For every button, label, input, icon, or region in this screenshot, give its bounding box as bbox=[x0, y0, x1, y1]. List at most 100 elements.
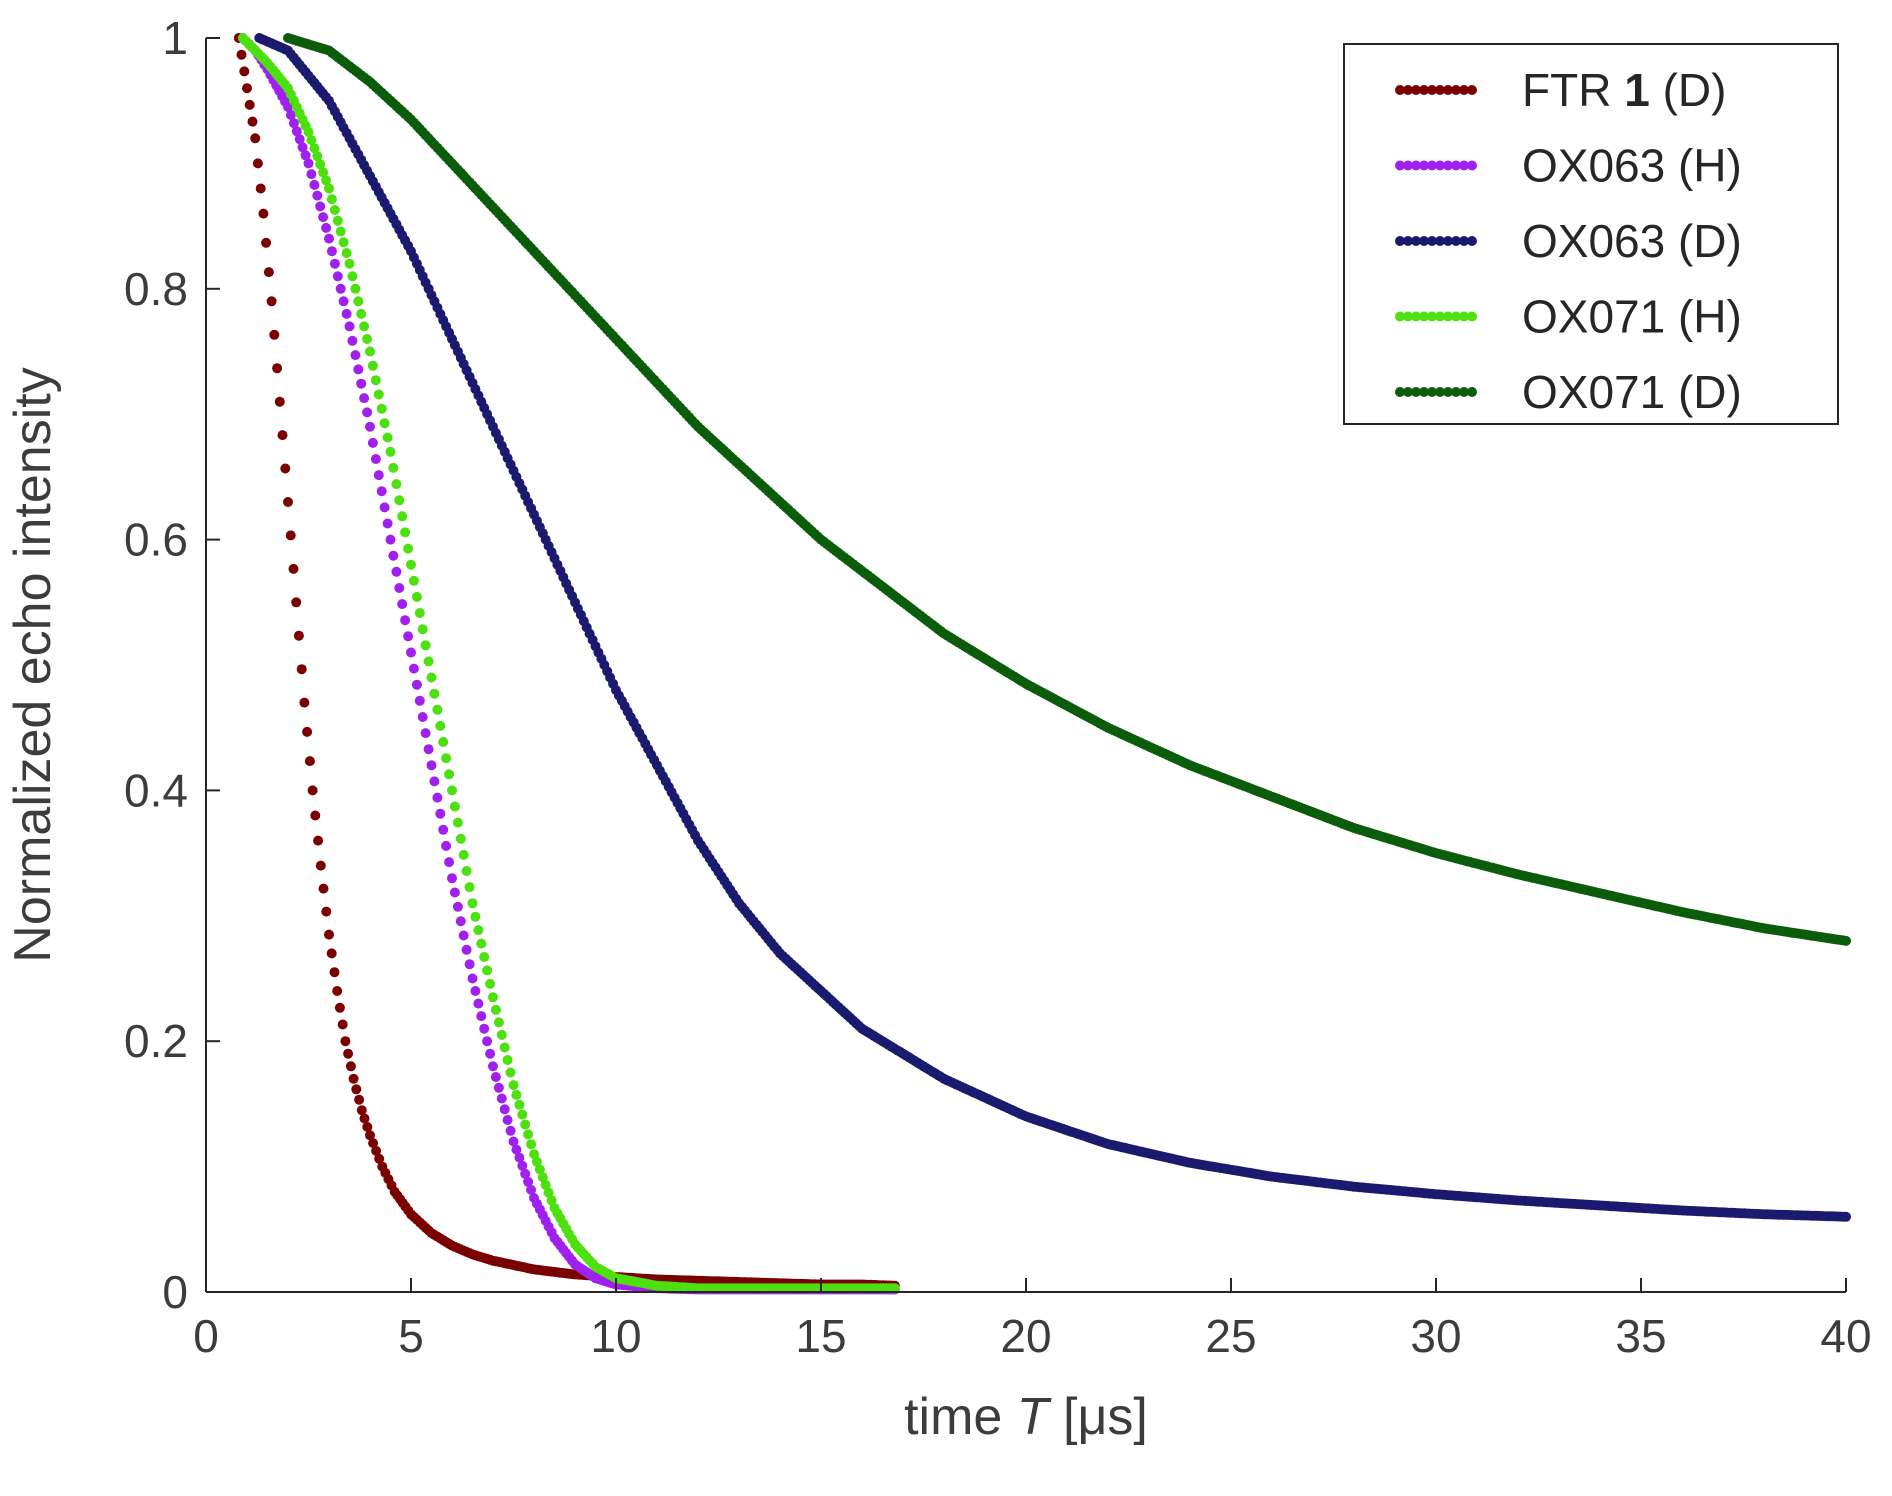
x-tick-label: 35 bbox=[1615, 1310, 1666, 1362]
data-point bbox=[288, 563, 299, 574]
data-point bbox=[341, 248, 352, 258]
data-point bbox=[470, 986, 481, 996]
legend-swatch bbox=[1395, 387, 1477, 397]
legend-swatch-dot bbox=[1403, 160, 1413, 171]
data-point bbox=[291, 597, 302, 608]
legend-swatch-dot bbox=[1467, 236, 1477, 246]
data-point bbox=[335, 283, 346, 294]
data-point bbox=[350, 350, 361, 361]
data-point bbox=[297, 142, 308, 153]
data-point bbox=[236, 49, 247, 60]
data-point bbox=[326, 194, 337, 205]
x-tick-label: 5 bbox=[398, 1310, 424, 1362]
legend: FTR 1 (D) OX063 (H) OX063 (D) OX071 (H) OX07… bbox=[1343, 43, 1839, 425]
legend-label: OX063 (H) bbox=[1522, 140, 1742, 192]
data-point bbox=[269, 329, 280, 340]
x-tick-label: 10 bbox=[590, 1310, 641, 1362]
legend-swatch-dot bbox=[1411, 236, 1421, 246]
data-point bbox=[288, 118, 299, 129]
data-point bbox=[482, 965, 493, 976]
data-point bbox=[332, 271, 343, 282]
data-point bbox=[496, 1093, 507, 1104]
data-point bbox=[391, 566, 402, 577]
data-point bbox=[315, 860, 326, 871]
data-point bbox=[280, 463, 291, 474]
data-point bbox=[294, 134, 305, 145]
data-point bbox=[388, 550, 399, 561]
legend-swatch-dot bbox=[1451, 236, 1461, 246]
data-point bbox=[385, 534, 396, 545]
data-point bbox=[394, 495, 405, 506]
data-point bbox=[508, 1080, 519, 1091]
data-point bbox=[447, 873, 457, 884]
y-tick-label: 0.8 bbox=[124, 263, 188, 315]
data-point bbox=[394, 583, 405, 593]
data-point bbox=[306, 135, 317, 146]
data-point bbox=[432, 704, 443, 715]
data-point bbox=[370, 375, 381, 386]
data-point bbox=[391, 479, 402, 490]
data-point bbox=[537, 1172, 548, 1183]
data-point bbox=[359, 1113, 370, 1124]
x-tick-label: 20 bbox=[1000, 1310, 1051, 1362]
legend-swatch-dot bbox=[1467, 85, 1477, 95]
data-point bbox=[373, 470, 384, 481]
data-point bbox=[382, 518, 393, 529]
data-point bbox=[517, 1160, 528, 1171]
data-point bbox=[274, 396, 285, 407]
data-point bbox=[444, 857, 455, 868]
data-point bbox=[490, 1004, 501, 1015]
data-point bbox=[332, 986, 343, 996]
legend-swatch bbox=[1395, 311, 1477, 322]
legend-swatch-dot bbox=[1443, 160, 1453, 171]
data-point bbox=[508, 1136, 519, 1147]
legend-swatch-dot bbox=[1395, 387, 1405, 397]
data-point bbox=[309, 143, 320, 154]
x-tick-label: 25 bbox=[1205, 1310, 1256, 1362]
legend-swatch-dot bbox=[1427, 160, 1437, 171]
data-point bbox=[376, 486, 387, 497]
data-point bbox=[329, 258, 340, 269]
data-point bbox=[458, 930, 469, 941]
data-point bbox=[485, 1048, 496, 1059]
data-point bbox=[485, 978, 496, 989]
legend-swatch-dot bbox=[1435, 160, 1445, 171]
legend-swatch-dot bbox=[1451, 160, 1461, 171]
data-point bbox=[285, 530, 296, 541]
data-point bbox=[505, 1125, 516, 1136]
data-point bbox=[520, 1119, 531, 1130]
data-point bbox=[406, 559, 416, 570]
data-point bbox=[379, 502, 390, 513]
data-point bbox=[300, 150, 311, 161]
legend-swatch-dot bbox=[1443, 236, 1453, 246]
data-point bbox=[244, 99, 255, 110]
data-point bbox=[293, 630, 304, 641]
data-point bbox=[403, 543, 414, 554]
data-point bbox=[397, 511, 408, 522]
legend-swatch-dot bbox=[1395, 160, 1405, 171]
data-point bbox=[441, 753, 452, 764]
x-axis-title-symbol: T bbox=[1017, 1388, 1052, 1446]
legend-swatch-dot bbox=[1467, 160, 1477, 171]
data-point bbox=[511, 1144, 522, 1155]
data-point bbox=[417, 624, 428, 635]
legend-swatch-dot bbox=[1427, 85, 1437, 95]
data-point bbox=[464, 959, 475, 970]
data-point bbox=[526, 1184, 537, 1195]
data-point bbox=[309, 179, 320, 190]
legend-swatch-dot bbox=[1411, 311, 1421, 322]
data-point bbox=[255, 183, 266, 194]
data-point bbox=[307, 785, 318, 796]
data-point bbox=[420, 640, 431, 651]
data-point bbox=[449, 801, 460, 812]
data-point bbox=[324, 183, 334, 194]
legend-swatch-dot bbox=[1427, 311, 1437, 322]
data-point bbox=[321, 222, 332, 233]
data-point bbox=[382, 432, 393, 443]
data-point bbox=[356, 1105, 367, 1116]
data-point bbox=[367, 437, 378, 448]
data-point bbox=[470, 911, 481, 922]
x-axis-title-unit: [μs] bbox=[1049, 1388, 1148, 1446]
data-point bbox=[432, 792, 443, 803]
